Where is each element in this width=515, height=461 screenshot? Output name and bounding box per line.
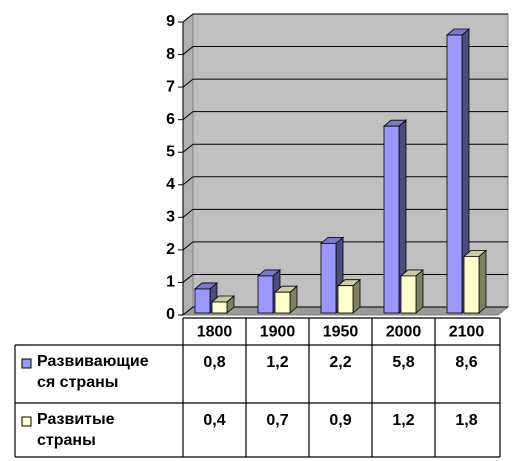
- y-tick-label: 9: [166, 13, 175, 30]
- grid-line: [182, 274, 194, 283]
- bar: [337, 285, 354, 314]
- grid-line: [182, 78, 194, 88]
- table-value: 2,2: [329, 354, 351, 371]
- y-tick-label: 2: [166, 241, 175, 258]
- legend-label: Развитые страны: [37, 411, 115, 449]
- table-value: 0,9: [329, 412, 351, 429]
- legend-label-box: Развивающие ся страны: [37, 353, 149, 391]
- grid-line: [182, 46, 194, 55]
- table-value: 1,2: [392, 412, 414, 429]
- table-value: 0,7: [266, 412, 288, 429]
- bar: [257, 275, 274, 314]
- data-table: 1800 1900 1950 2000 2100 Развивающие ся стран…: [14, 317, 501, 458]
- bar: [383, 125, 400, 314]
- bar: [446, 34, 463, 314]
- bar: [211, 301, 228, 314]
- legend-key: [21, 416, 32, 427]
- table-value: 1,2: [266, 354, 288, 371]
- table-value: 0,4: [203, 412, 225, 429]
- y-tick-label: 7: [166, 78, 175, 95]
- bar-side: [478, 249, 487, 314]
- table-value: 5,8: [392, 354, 414, 371]
- x-tick-label: 2100: [449, 324, 485, 341]
- table-value: 1,8: [455, 412, 477, 429]
- table-value: 8,6: [455, 354, 477, 371]
- y-tick-label: 6: [166, 111, 175, 128]
- bar: [320, 242, 337, 314]
- table-value: 0,8: [203, 354, 225, 371]
- bar: [463, 255, 480, 314]
- legend-label-box: Развитые страны: [37, 411, 115, 449]
- bar: [194, 288, 211, 314]
- x-tick-label: 1950: [323, 324, 359, 341]
- y-tick-label: 4: [166, 176, 175, 193]
- grid-line: [182, 143, 194, 153]
- x-tick-label: 2000: [386, 324, 422, 341]
- bar-side: [415, 269, 424, 314]
- legend-key: [21, 358, 32, 369]
- grid-line: [182, 241, 194, 251]
- x-tick-label: 1800: [197, 324, 233, 341]
- bar: [274, 291, 291, 314]
- x-tick-label: 1900: [260, 324, 296, 341]
- grid-line: [182, 208, 194, 218]
- y-tick-label: 1: [166, 274, 175, 291]
- grid-line: [182, 306, 194, 316]
- grid-line: [182, 13, 194, 23]
- y-tick-label: 8: [166, 46, 175, 63]
- y-tick-label: 3: [166, 209, 175, 226]
- grid-line: [182, 176, 194, 186]
- y-tick-label: 5: [166, 143, 175, 160]
- legend-label: Развивающие ся страны: [37, 353, 149, 391]
- y-tick-label: 0: [166, 306, 175, 323]
- bar: [400, 275, 417, 314]
- grid-line: [182, 111, 194, 121]
- side-wall: [182, 12, 194, 317]
